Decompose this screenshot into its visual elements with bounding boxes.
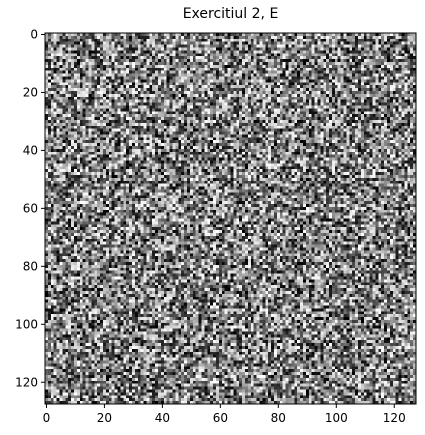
x-axis: 0 20 40 60 80 100 120 xyxy=(43,404,406,425)
y-tick-label: 80 xyxy=(23,259,38,273)
chart-title: Exercitiul 2, E xyxy=(182,6,279,22)
y-tick-label: 60 xyxy=(23,201,38,215)
y-tick-label: 40 xyxy=(23,143,38,157)
noise-image xyxy=(45,33,416,404)
x-tick-label: 100 xyxy=(325,411,348,425)
x-tick-label: 20 xyxy=(97,411,112,425)
y-tick-label: 20 xyxy=(23,85,38,99)
y-tick-label: 120 xyxy=(15,375,38,389)
x-tick-label: 40 xyxy=(155,411,170,425)
x-tick-label: 60 xyxy=(213,411,228,425)
x-tick-label: 0 xyxy=(43,411,51,425)
y-tick-label: 100 xyxy=(15,317,38,331)
x-tick-label: 80 xyxy=(271,411,286,425)
y-tick-label: 0 xyxy=(30,27,38,41)
plot-frame xyxy=(44,32,417,405)
x-tick-label: 120 xyxy=(383,411,406,425)
y-axis: 0 20 40 60 80 100 120 xyxy=(15,27,45,389)
